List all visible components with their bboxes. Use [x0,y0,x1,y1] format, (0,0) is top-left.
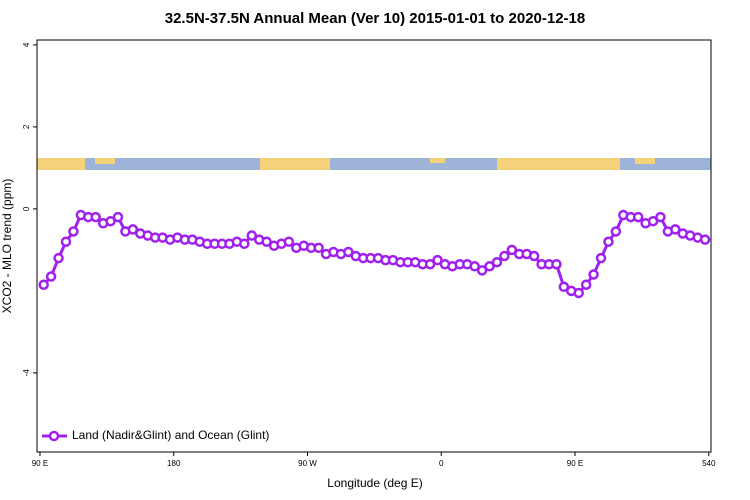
data-point [558,281,570,293]
y-tick-label: 0 [22,206,31,211]
data-point [343,246,354,258]
data-point [632,211,644,223]
data-point [476,265,488,276]
data-point [655,211,666,223]
data-point [45,271,57,282]
data-point [246,230,258,241]
data-point [610,226,622,237]
data-point [647,215,659,227]
x-tick-label: 540 [702,459,716,468]
data-point [595,252,607,264]
data-point [90,211,101,223]
data-point [112,211,124,223]
map-strip [37,158,711,170]
data-point [313,242,324,254]
data-point [38,279,49,290]
data-point [68,226,79,237]
y-tick-label: -4 [22,369,31,377]
data-point [580,279,592,290]
data-point [424,258,436,270]
data-point [432,254,443,266]
legend-marker [48,430,60,442]
data-point [588,269,599,280]
data-point [491,256,503,268]
x-axis-label: Longitude (deg E) [327,476,422,490]
data-point [469,261,480,272]
data-point [499,250,510,262]
x-tick-label: 90 E [567,459,583,468]
y-tick-label: 4 [22,42,31,47]
data-point [528,250,540,262]
y-axis-label: XCO2 - MLO trend (ppm) [0,179,14,314]
chart-title: 32.5N-37.5N Annual Mean (Ver 10) 2015-01… [165,10,585,27]
x-tick-label: 90 E [32,459,48,468]
y-tick-label: 2 [22,124,31,129]
x-tick-label: 0 [439,459,444,468]
data-point [551,258,562,270]
x-tick-label: 90 W [298,459,317,468]
plot-frame [36,39,712,453]
data-point [53,252,64,264]
data-point [105,215,116,227]
data-point [239,238,250,249]
data-point [670,224,681,235]
data-point [484,261,495,272]
data-point [603,236,614,247]
data-point [506,244,518,256]
legend-label: Land (Nadir&Glint) and Ocean (Glint) [72,428,269,442]
data-point [699,234,711,245]
series-line [42,213,706,295]
data-point [60,236,72,247]
x-tick-label: 180 [167,459,181,468]
data-point [283,236,295,247]
data-point [261,236,272,247]
data-point [127,224,139,235]
data-point [573,287,584,299]
